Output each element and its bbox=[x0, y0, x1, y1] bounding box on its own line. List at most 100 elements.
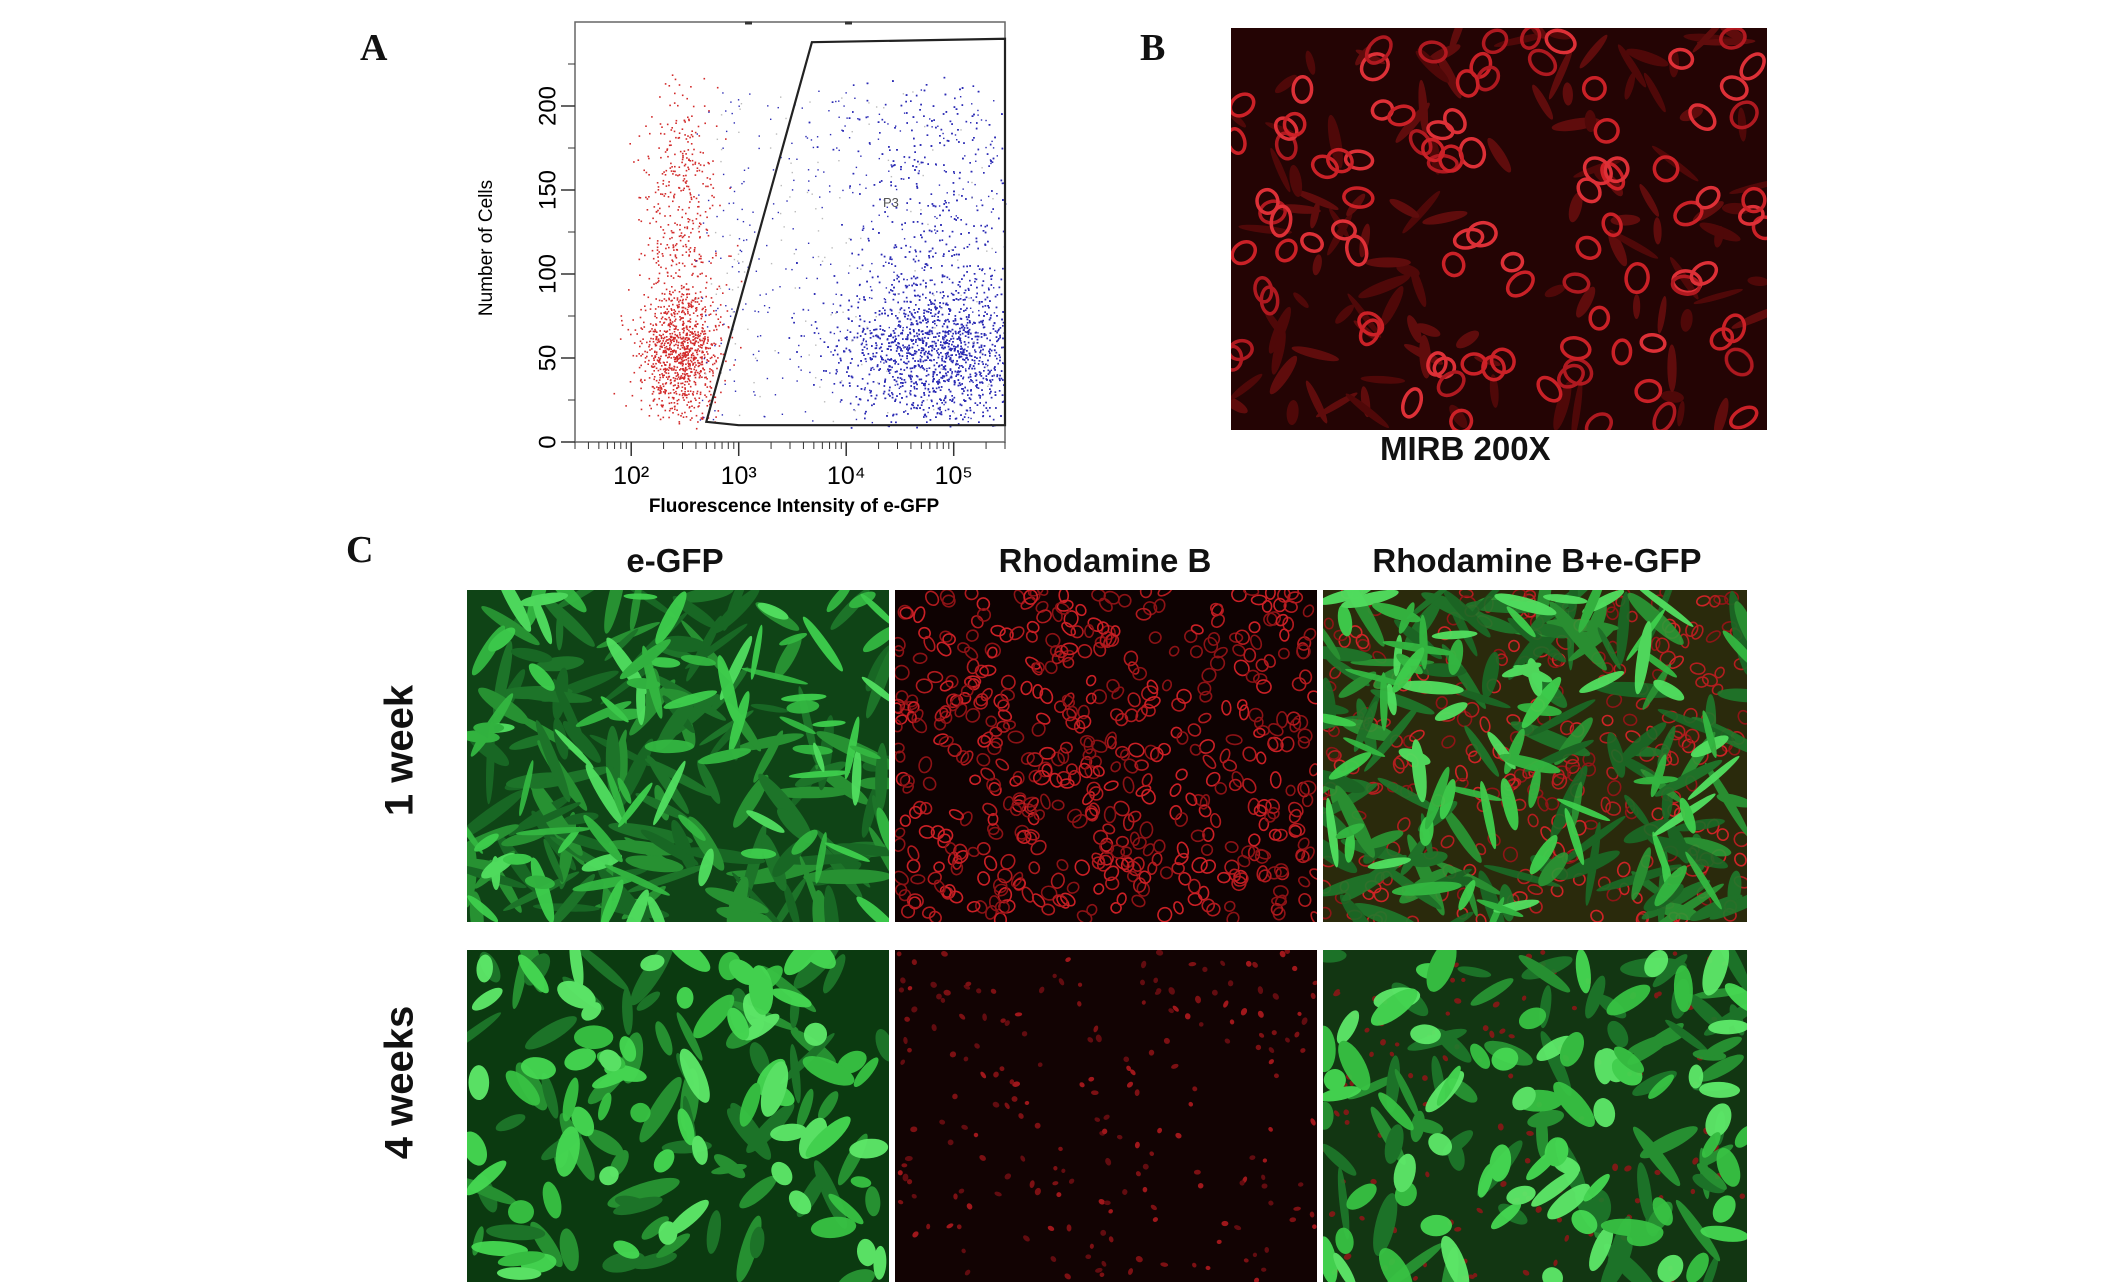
data-point bbox=[892, 298, 895, 301]
data-point bbox=[685, 169, 688, 172]
data-point bbox=[946, 339, 948, 341]
data-point bbox=[882, 333, 885, 336]
data-point bbox=[909, 318, 912, 321]
data-point bbox=[677, 376, 680, 378]
data-point bbox=[665, 369, 667, 371]
data-point bbox=[933, 283, 936, 286]
data-point bbox=[694, 163, 696, 165]
data-point bbox=[958, 253, 960, 256]
data-point bbox=[1002, 362, 1004, 364]
data-point bbox=[674, 336, 676, 339]
data-point bbox=[962, 157, 964, 160]
data-point bbox=[706, 351, 708, 353]
data-point bbox=[895, 207, 898, 209]
data-point bbox=[894, 164, 896, 166]
data-point bbox=[671, 231, 674, 234]
data-point bbox=[952, 341, 954, 343]
data-point bbox=[850, 305, 853, 308]
data-point bbox=[973, 113, 975, 116]
data-point bbox=[701, 357, 703, 360]
data-point bbox=[866, 327, 869, 330]
data-point bbox=[892, 164, 895, 167]
data-point bbox=[875, 334, 877, 337]
data-point bbox=[889, 308, 892, 311]
data-point bbox=[681, 328, 684, 330]
data-point bbox=[919, 360, 922, 363]
data-point bbox=[704, 332, 707, 335]
data-point bbox=[887, 314, 889, 317]
data-point bbox=[684, 181, 687, 183]
data-point bbox=[848, 299, 850, 302]
data-point bbox=[995, 251, 997, 253]
data-point bbox=[958, 194, 960, 196]
data-point bbox=[704, 320, 706, 323]
data-point bbox=[720, 342, 722, 345]
data-point bbox=[951, 354, 953, 356]
data-point bbox=[820, 355, 822, 357]
data-point bbox=[698, 397, 701, 399]
data-point bbox=[663, 344, 665, 347]
data-point bbox=[649, 222, 651, 225]
data-point bbox=[687, 360, 690, 362]
data-point bbox=[859, 315, 861, 317]
data-point bbox=[712, 370, 714, 372]
data-point bbox=[970, 390, 972, 392]
data-point bbox=[702, 418, 704, 420]
data-point bbox=[679, 239, 682, 242]
data-point bbox=[720, 316, 722, 318]
data-point bbox=[871, 358, 873, 360]
data-point bbox=[678, 262, 681, 264]
data-point bbox=[917, 259, 920, 262]
data-point bbox=[1002, 337, 1004, 340]
data-point bbox=[824, 256, 826, 259]
data-point bbox=[678, 166, 681, 168]
data-point bbox=[868, 142, 871, 144]
data-point bbox=[683, 355, 686, 357]
data-point bbox=[661, 324, 663, 326]
data-point bbox=[657, 338, 660, 340]
data-point bbox=[658, 361, 660, 363]
data-point bbox=[944, 200, 946, 202]
data-point bbox=[689, 390, 692, 392]
data-point bbox=[704, 306, 706, 308]
data-point bbox=[1002, 230, 1005, 233]
data-point bbox=[696, 298, 698, 300]
data-point bbox=[943, 367, 946, 370]
data-point bbox=[668, 323, 670, 325]
data-point bbox=[688, 248, 690, 251]
data-point bbox=[962, 418, 964, 421]
data-point bbox=[705, 281, 708, 284]
data-point bbox=[700, 356, 703, 359]
data-point bbox=[690, 347, 692, 350]
data-point bbox=[992, 324, 995, 327]
data-point bbox=[945, 319, 947, 321]
data-point bbox=[658, 379, 661, 381]
data-point bbox=[663, 298, 666, 300]
data-point bbox=[973, 359, 976, 362]
data-point bbox=[931, 340, 934, 343]
data-point bbox=[668, 353, 670, 355]
data-point bbox=[676, 299, 679, 301]
data-point bbox=[706, 229, 709, 231]
data-point bbox=[697, 365, 700, 368]
data-point bbox=[914, 352, 917, 355]
data-point bbox=[637, 159, 640, 161]
data-point bbox=[990, 381, 992, 383]
data-point bbox=[1000, 370, 1003, 372]
data-point bbox=[954, 97, 956, 100]
data-point bbox=[911, 314, 913, 316]
data-point bbox=[683, 384, 686, 386]
data-point bbox=[916, 375, 919, 378]
data-point bbox=[921, 365, 923, 367]
data-point bbox=[892, 336, 894, 339]
data-point bbox=[692, 163, 694, 166]
data-point bbox=[914, 365, 917, 367]
data-point bbox=[996, 155, 998, 157]
data-point bbox=[649, 308, 652, 310]
data-point bbox=[957, 379, 960, 381]
data-point bbox=[834, 349, 836, 352]
data-point bbox=[692, 299, 695, 302]
data-point bbox=[904, 256, 907, 258]
data-point bbox=[947, 351, 949, 354]
data-point bbox=[923, 383, 925, 385]
